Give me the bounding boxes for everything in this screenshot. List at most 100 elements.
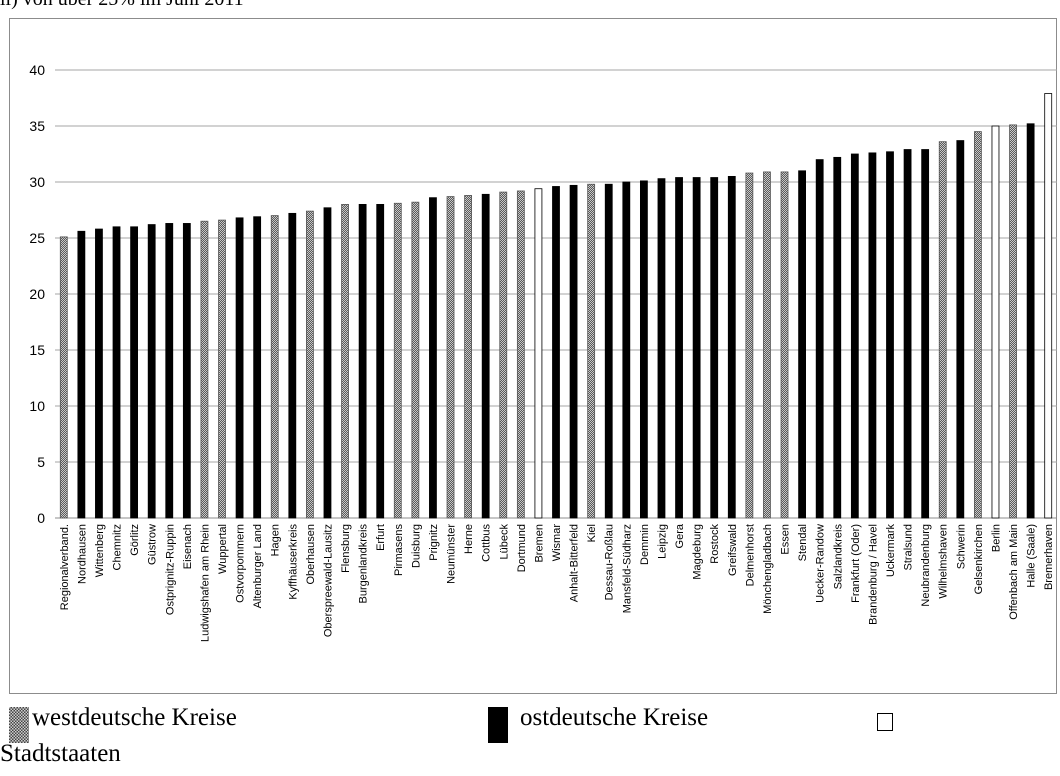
bar-wilhelmshaven	[939, 142, 946, 518]
x-tick-label: Herne	[463, 524, 475, 554]
bar-chart: 0 5 10 15 20 25 30 35 40 Regionalverband. Nordhau…	[10, 19, 1058, 695]
x-tick-label: Wittenberg	[94, 524, 106, 577]
x-tick-label: Berlin	[990, 524, 1002, 552]
bar-erfurt	[377, 204, 384, 518]
y-axis: 0 5 10 15 20 25 30 35 40	[29, 62, 45, 526]
y-tick-label: 30	[29, 174, 45, 190]
bar-kiel	[588, 184, 595, 518]
x-tick-label: Ludwigshafen am Rhein	[199, 524, 211, 642]
bar-ostprignitz-ruppin	[166, 223, 173, 518]
x-tick-label: Dortmund	[516, 524, 528, 572]
x-tick-label: Eisenach	[182, 524, 194, 569]
x-tick-label: Halle (Saale)	[1026, 524, 1038, 588]
bar-burgenlandkreis	[359, 204, 366, 518]
bars	[60, 94, 1051, 518]
x-tick-label: Mönchengladbach	[762, 524, 774, 614]
x-tick-label: Gera	[674, 523, 686, 548]
bar-leipzig	[658, 179, 665, 518]
bar-altenburger-land	[254, 217, 261, 518]
x-tick-label: Magdeburg	[692, 524, 704, 580]
legend-label-west: westdeutsche Kreise	[32, 704, 237, 732]
x-tick-label: Chemnitz	[112, 524, 124, 570]
x-tick-label: Gelsenkirchen	[973, 524, 985, 594]
bar-chemnitz	[113, 227, 120, 518]
legend-label-ost: ostdeutsche Kreise	[520, 704, 708, 732]
x-tick-label: Anhalt-Bitterfeld	[569, 524, 581, 602]
bar-anhalt-bitterfeld	[570, 185, 577, 518]
legend-swatch-west	[9, 707, 29, 743]
x-tick-label: Pirmasens	[393, 524, 405, 576]
x-tick-label: Nordhausen	[76, 524, 88, 584]
x-tick-label: Stendal	[797, 524, 809, 561]
bar-essen	[781, 172, 788, 518]
y-tick-label: 0	[37, 510, 45, 526]
bar-offenbach-am-main	[1010, 125, 1017, 518]
x-tick-label: Erfurt	[375, 524, 387, 551]
chart-caption: ll) von über 25% im Juni 2011	[0, 0, 244, 11]
legend-swatch-stadt	[877, 713, 893, 731]
y-tick-label: 5	[37, 454, 45, 470]
x-tick-label: Schwerin	[955, 524, 967, 569]
bar-ostvorpommern	[236, 218, 243, 518]
x-tick-label: Neumünster	[446, 524, 458, 584]
bar-duisburg	[412, 202, 419, 518]
bar-mansfeld-südharz	[623, 182, 630, 518]
bar-frankfurt-oder-	[851, 154, 858, 518]
x-axis-labels: Regionalverband. Nordhausen Wittenberg Chem…	[59, 523, 1055, 642]
y-tick-label: 35	[29, 118, 45, 134]
x-tick-label: Wismar	[551, 524, 563, 562]
x-tick-label: Oberhausen	[305, 524, 317, 585]
x-tick-label: Altenburger Land	[252, 524, 264, 608]
x-tick-label: Kyffhäuserkreis	[287, 524, 299, 600]
bar-gelsenkirchen	[974, 132, 981, 518]
x-tick-label: Uckermark	[885, 524, 897, 578]
bar-rostock	[711, 178, 718, 518]
bar-prignitz	[429, 198, 436, 518]
bar-neubrandenburg	[922, 150, 929, 518]
bar-salzlandkreis	[834, 157, 841, 518]
bar-stralsund	[904, 150, 911, 518]
bar-flensburg	[342, 204, 349, 518]
bar-stendal	[799, 171, 806, 518]
x-tick-label: Hagen	[270, 524, 282, 556]
bar-lübeck	[500, 192, 507, 518]
bar-oberhausen	[306, 211, 313, 518]
bar-magdeburg	[693, 178, 700, 518]
x-tick-label: Lübeck	[498, 524, 510, 560]
x-tick-label: Wuppertal	[217, 524, 229, 574]
bar-demmin	[640, 181, 647, 518]
bar-dortmund	[517, 191, 524, 518]
x-tick-label: Demmin	[639, 524, 651, 565]
x-tick-label: Offenbach am Main	[1008, 524, 1020, 620]
x-tick-label: Bremen	[533, 524, 545, 563]
x-tick-label: Delmenhorst	[744, 524, 756, 586]
y-tick-label: 15	[29, 342, 45, 358]
x-tick-label: Frankfurt (Oder)	[850, 524, 862, 603]
bar-ludwigshafen-am-rhein	[201, 221, 208, 518]
bar-eisenach	[183, 223, 190, 518]
bar-uecker-randow	[816, 160, 823, 518]
x-tick-label: Essen	[780, 524, 792, 555]
chart-frame: 0 5 10 15 20 25 30 35 40 Regionalverband. Nordhau…	[9, 18, 1057, 694]
bar-wuppertal	[219, 220, 226, 518]
x-tick-label: Kiel	[586, 524, 598, 542]
bar-dessau-roßlau	[605, 184, 612, 518]
x-tick-label: Stralsund	[903, 524, 915, 570]
bar-herne	[465, 195, 472, 518]
legend-label-stadt: Stadtstaaten	[0, 740, 121, 768]
x-tick-label: Salzlandkreis	[832, 524, 844, 590]
bar-wittenberg	[95, 229, 102, 518]
bar-bremen	[535, 189, 542, 518]
y-tick-label: 40	[29, 62, 45, 78]
x-tick-label: Rostock	[709, 524, 721, 564]
x-tick-label: Duisburg	[410, 524, 422, 568]
bar-berlin	[992, 126, 999, 518]
bar-nordhausen	[78, 231, 85, 518]
bar-pirmasens	[394, 203, 401, 518]
bar-kyffhäuserkreis	[289, 213, 296, 518]
bar-bremerhaven	[1045, 94, 1052, 518]
x-tick-label: Burgenlandkreis	[358, 524, 370, 604]
x-tick-label: Cottbus	[481, 524, 493, 562]
x-tick-label: Wilhelmshaven	[938, 524, 950, 599]
x-tick-label: Neubrandenburg	[920, 524, 932, 607]
